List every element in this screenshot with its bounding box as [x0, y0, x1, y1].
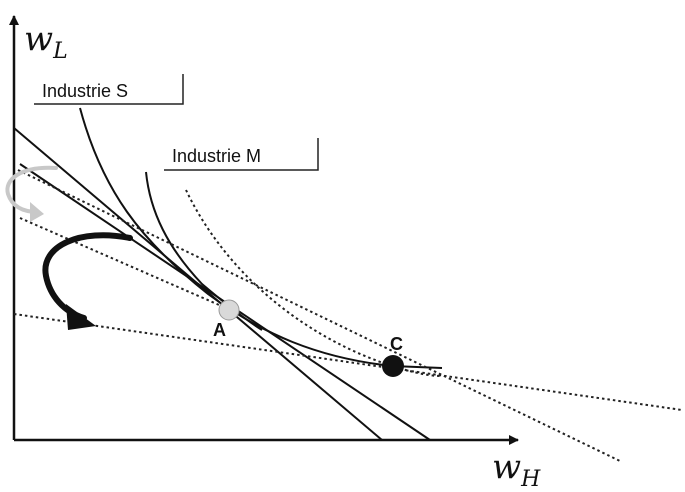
rotation-arrow-dark: [42, 232, 133, 321]
industry-s-isoquant: [79, 107, 443, 369]
dotted-isocost-steep: [17, 169, 623, 463]
industry-s-isoquant-2: [145, 171, 263, 331]
point-c-label: C: [390, 334, 403, 354]
dotted-isocost-mid: [19, 217, 227, 309]
x-axis-label-sub: H: [520, 467, 541, 492]
x-axis-label: wH: [492, 447, 541, 492]
industry-m-label: Industrie M: [172, 146, 261, 166]
dotted-isocost-flat: [13, 313, 683, 411]
rotation-arrow-light-head: [30, 202, 44, 222]
industry-m-bracket: [164, 138, 319, 171]
point-a-marker: [218, 299, 240, 321]
point-c-marker: [382, 355, 404, 377]
y-axis-label: wL: [24, 19, 68, 64]
rotation-arrow-dark-head: [66, 304, 96, 330]
industry-s-label: Industrie S: [42, 81, 128, 101]
industry-s-bracket: [34, 74, 184, 105]
y-axis-label-sub: L: [52, 39, 68, 64]
rotation-arrow-light: [5, 165, 58, 214]
point-a-label: A: [213, 320, 226, 340]
industry-m-isoquant: [185, 189, 441, 377]
